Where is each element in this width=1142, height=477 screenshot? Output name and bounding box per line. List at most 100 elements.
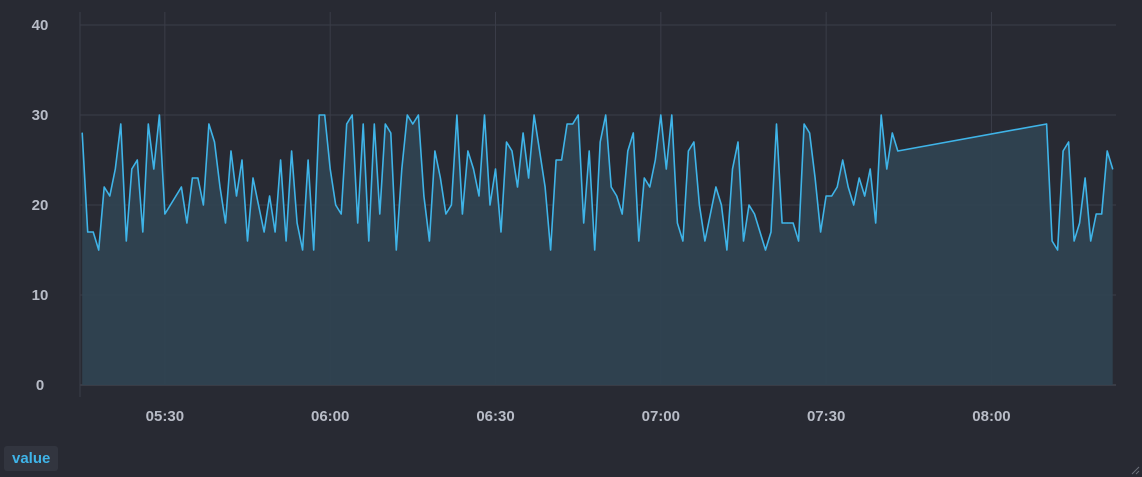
data-point[interactable] xyxy=(594,249,596,251)
data-point[interactable] xyxy=(880,114,882,116)
data-point[interactable] xyxy=(820,231,822,233)
data-point[interactable] xyxy=(842,159,844,161)
data-point[interactable] xyxy=(136,159,138,161)
data-point[interactable] xyxy=(561,159,563,161)
data-point[interactable] xyxy=(401,168,403,170)
data-point[interactable] xyxy=(450,204,452,206)
data-point[interactable] xyxy=(241,159,243,161)
data-point[interactable] xyxy=(1073,240,1075,242)
data-point[interactable] xyxy=(1057,249,1059,251)
data-point[interactable] xyxy=(390,132,392,134)
data-point[interactable] xyxy=(147,123,149,125)
data-point[interactable] xyxy=(610,186,612,188)
data-point[interactable] xyxy=(180,186,182,188)
data-point[interactable] xyxy=(528,177,530,179)
data-point[interactable] xyxy=(638,240,640,242)
data-point[interactable] xyxy=(632,132,634,134)
data-point[interactable] xyxy=(1090,240,1092,242)
data-point[interactable] xyxy=(445,213,447,215)
data-point[interactable] xyxy=(742,240,745,242)
data-point[interactable] xyxy=(572,123,574,125)
data-point[interactable] xyxy=(357,222,359,224)
data-point[interactable] xyxy=(1084,177,1086,179)
data-point[interactable] xyxy=(329,168,331,170)
data-point[interactable] xyxy=(219,186,221,188)
data-point[interactable] xyxy=(599,141,601,143)
data-point[interactable] xyxy=(803,123,805,125)
data-point[interactable] xyxy=(792,222,794,224)
data-point[interactable] xyxy=(175,195,177,197)
data-point[interactable] xyxy=(263,231,265,233)
resize-handle-icon[interactable] xyxy=(1130,465,1140,475)
data-point[interactable] xyxy=(627,150,629,152)
data-point[interactable] xyxy=(235,195,238,197)
data-point[interactable] xyxy=(616,195,618,197)
data-point[interactable] xyxy=(125,240,127,242)
data-point[interactable] xyxy=(643,177,645,179)
data-point[interactable] xyxy=(671,114,673,116)
data-point[interactable] xyxy=(1101,213,1103,215)
data-point[interactable] xyxy=(114,168,116,170)
data-point[interactable] xyxy=(886,168,888,170)
data-point[interactable] xyxy=(373,123,375,125)
data-point[interactable] xyxy=(153,168,155,170)
data-point[interactable] xyxy=(825,195,827,197)
data-point[interactable] xyxy=(787,222,789,224)
series-line-value[interactable] xyxy=(81,114,1114,251)
data-point[interactable] xyxy=(1051,240,1053,242)
data-point[interactable] xyxy=(693,141,695,143)
data-point[interactable] xyxy=(109,195,111,197)
data-point[interactable] xyxy=(775,123,778,125)
data-point[interactable] xyxy=(759,231,761,233)
data-point[interactable] xyxy=(555,159,557,161)
data-point[interactable] xyxy=(340,213,342,215)
data-point[interactable] xyxy=(285,240,287,242)
data-point[interactable] xyxy=(489,204,491,206)
data-point[interactable] xyxy=(522,132,524,134)
data-point[interactable] xyxy=(186,222,188,224)
data-point[interactable] xyxy=(1112,168,1114,170)
data-point[interactable] xyxy=(577,114,579,116)
data-point[interactable] xyxy=(318,114,320,116)
data-point[interactable] xyxy=(313,249,315,251)
data-point[interactable] xyxy=(511,150,513,152)
data-point[interactable] xyxy=(676,222,679,224)
data-point[interactable] xyxy=(682,240,684,242)
data-point[interactable] xyxy=(858,177,860,179)
data-point[interactable] xyxy=(864,195,866,197)
data-point[interactable] xyxy=(302,249,304,251)
data-point[interactable] xyxy=(809,132,811,134)
data-point[interactable] xyxy=(439,177,441,179)
data-point[interactable] xyxy=(351,114,353,116)
data-point[interactable] xyxy=(891,132,893,134)
data-point[interactable] xyxy=(726,249,728,251)
data-point[interactable] xyxy=(92,231,94,233)
data-point[interactable] xyxy=(544,186,546,188)
data-point[interactable] xyxy=(764,249,767,251)
data-point[interactable] xyxy=(417,114,419,116)
data-point[interactable] xyxy=(483,114,486,116)
data-point[interactable] xyxy=(853,204,855,206)
data-point[interactable] xyxy=(539,150,541,152)
data-point[interactable] xyxy=(798,240,800,242)
data-point[interactable] xyxy=(461,213,463,215)
data-point[interactable] xyxy=(103,186,105,188)
data-point[interactable] xyxy=(169,204,171,206)
data-point[interactable] xyxy=(875,222,877,224)
data-point[interactable] xyxy=(605,114,607,116)
data-point[interactable] xyxy=(362,123,364,125)
data-point[interactable] xyxy=(142,231,144,233)
data-point[interactable] xyxy=(291,150,293,152)
data-point[interactable] xyxy=(202,204,204,206)
data-point[interactable] xyxy=(87,231,89,233)
data-point[interactable] xyxy=(1062,150,1064,152)
data-point[interactable] xyxy=(274,231,276,233)
data-point[interactable] xyxy=(1068,141,1070,143)
data-point[interactable] xyxy=(467,150,469,152)
data-point[interactable] xyxy=(814,177,816,179)
data-point[interactable] xyxy=(224,222,227,224)
data-point[interactable] xyxy=(384,123,386,125)
data-point[interactable] xyxy=(753,213,756,215)
data-point[interactable] xyxy=(257,204,260,206)
legend-item-value[interactable]: value xyxy=(4,446,59,471)
